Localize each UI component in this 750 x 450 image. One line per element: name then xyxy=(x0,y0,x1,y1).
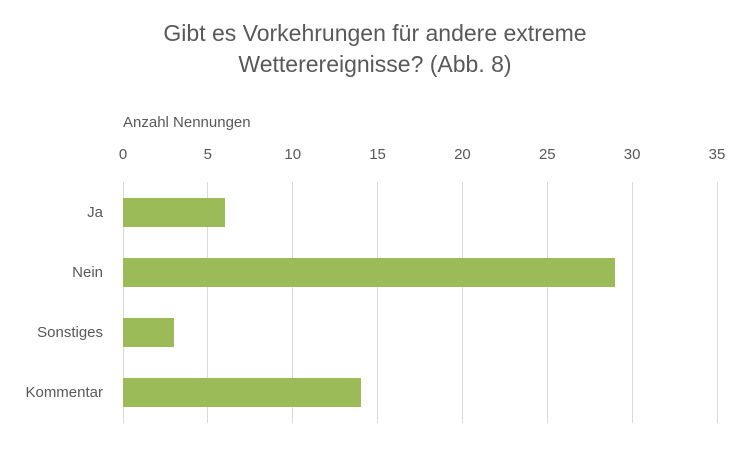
x-tick-label: 5 xyxy=(203,146,213,163)
bar-kommentar xyxy=(123,378,361,408)
vertical-gridline xyxy=(292,182,294,423)
bar-ja xyxy=(123,197,225,227)
x-tick-label: 20 xyxy=(454,146,471,163)
x-tick-label: 15 xyxy=(369,146,386,163)
category-label-ja: Ja xyxy=(87,203,103,221)
vertical-gridline xyxy=(546,182,548,423)
plot-area xyxy=(122,182,718,423)
vertical-gridline xyxy=(122,182,124,423)
bar-nein xyxy=(123,257,616,287)
category-label-nein: Nein xyxy=(72,263,103,281)
x-tick-label: 25 xyxy=(538,146,556,163)
category-label-kommentar: Kommentar xyxy=(25,384,103,402)
category-label-sonstiges: Sonstiges xyxy=(37,324,103,342)
x-tick-label: 10 xyxy=(284,146,302,163)
vertical-gridline xyxy=(631,182,633,423)
vertical-gridline xyxy=(461,182,463,423)
vertical-gridline xyxy=(716,182,718,423)
x-axis-tick-labels: 0 5 10 15 20 25 30 35 xyxy=(0,146,750,166)
x-axis-title: Anzahl Nennungen xyxy=(123,114,251,131)
chart-title: Gibt es Vorkehrungen für andere extreme … xyxy=(163,20,587,78)
x-tick-label: 35 xyxy=(708,146,726,163)
vertical-gridline xyxy=(377,182,379,423)
category-axis-labels: Ja Nein Sonstiges Kommentar xyxy=(0,182,103,423)
bar-sonstiges xyxy=(123,318,174,348)
x-tick-label: 30 xyxy=(623,146,641,163)
x-tick-label: 0 xyxy=(118,146,128,163)
vertical-gridline xyxy=(207,182,209,423)
